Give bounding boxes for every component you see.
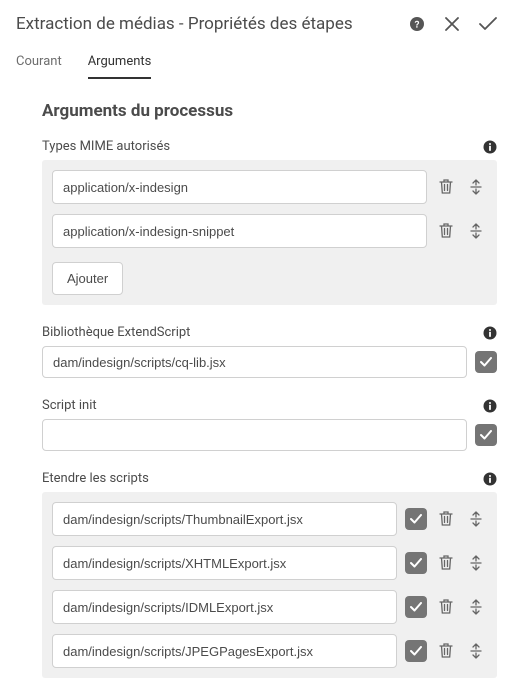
section-title: Arguments du processus [42, 101, 497, 121]
mime-types-panel: Ajouter [42, 160, 497, 305]
mime-types-label: Types MIME autorisés [42, 139, 170, 154]
trash-icon[interactable] [435, 552, 457, 574]
list-item [52, 214, 487, 248]
scriptinit-input[interactable] [42, 419, 467, 451]
script-input[interactable] [52, 590, 397, 624]
mime-types-field: Types MIME autorisés [42, 139, 497, 305]
checkbox[interactable] [475, 351, 497, 373]
dialog-header: Extraction de médias - Propriétés des ét… [0, 0, 513, 44]
extend-scripts-field: Etendre les scripts [42, 471, 497, 678]
mime-input[interactable] [52, 214, 427, 248]
help-icon[interactable] [409, 16, 425, 32]
close-icon[interactable] [445, 17, 459, 31]
extend-scripts-label: Etendre les scripts [42, 471, 149, 486]
reorder-icon[interactable] [465, 552, 487, 574]
tab-current[interactable]: Courant [16, 54, 62, 79]
checkbox[interactable] [405, 596, 427, 618]
reorder-icon[interactable] [465, 596, 487, 618]
trash-icon[interactable] [435, 596, 457, 618]
tabs: Courant Arguments [0, 44, 513, 79]
list-item [52, 634, 487, 668]
extend-scripts-panel [42, 492, 497, 678]
reorder-icon[interactable] [465, 508, 487, 530]
trash-icon[interactable] [435, 220, 457, 242]
list-item [52, 590, 487, 624]
header-actions [409, 16, 497, 32]
checkbox[interactable] [405, 508, 427, 530]
script-input[interactable] [52, 502, 397, 536]
trash-icon[interactable] [435, 640, 457, 662]
reorder-icon[interactable] [465, 640, 487, 662]
list-item [52, 546, 487, 580]
script-input[interactable] [52, 634, 397, 668]
checkbox[interactable] [405, 552, 427, 574]
mime-input[interactable] [52, 170, 427, 204]
checkbox[interactable] [475, 424, 497, 446]
info-icon[interactable] [483, 140, 497, 154]
list-item [52, 502, 487, 536]
reorder-icon[interactable] [465, 220, 487, 242]
trash-icon[interactable] [435, 508, 457, 530]
info-icon[interactable] [483, 472, 497, 486]
scriptinit-field: Script init [42, 398, 497, 451]
tab-arguments[interactable]: Arguments [88, 54, 152, 79]
scriptinit-label: Script init [42, 398, 97, 413]
content-area: Arguments du processus Types MIME autori… [0, 79, 513, 678]
extendscript-label: Bibliothèque ExtendScript [42, 325, 190, 340]
script-input[interactable] [52, 546, 397, 580]
trash-icon[interactable] [435, 176, 457, 198]
confirm-icon[interactable] [479, 17, 497, 31]
dialog-title: Extraction de médias - Propriétés des ét… [16, 14, 409, 34]
list-item [52, 170, 487, 204]
info-icon[interactable] [483, 326, 497, 340]
info-icon[interactable] [483, 399, 497, 413]
reorder-icon[interactable] [465, 176, 487, 198]
checkbox[interactable] [405, 640, 427, 662]
extendscript-field: Bibliothèque ExtendScript [42, 325, 497, 378]
add-button[interactable]: Ajouter [52, 262, 123, 295]
extendscript-input[interactable] [42, 346, 467, 378]
